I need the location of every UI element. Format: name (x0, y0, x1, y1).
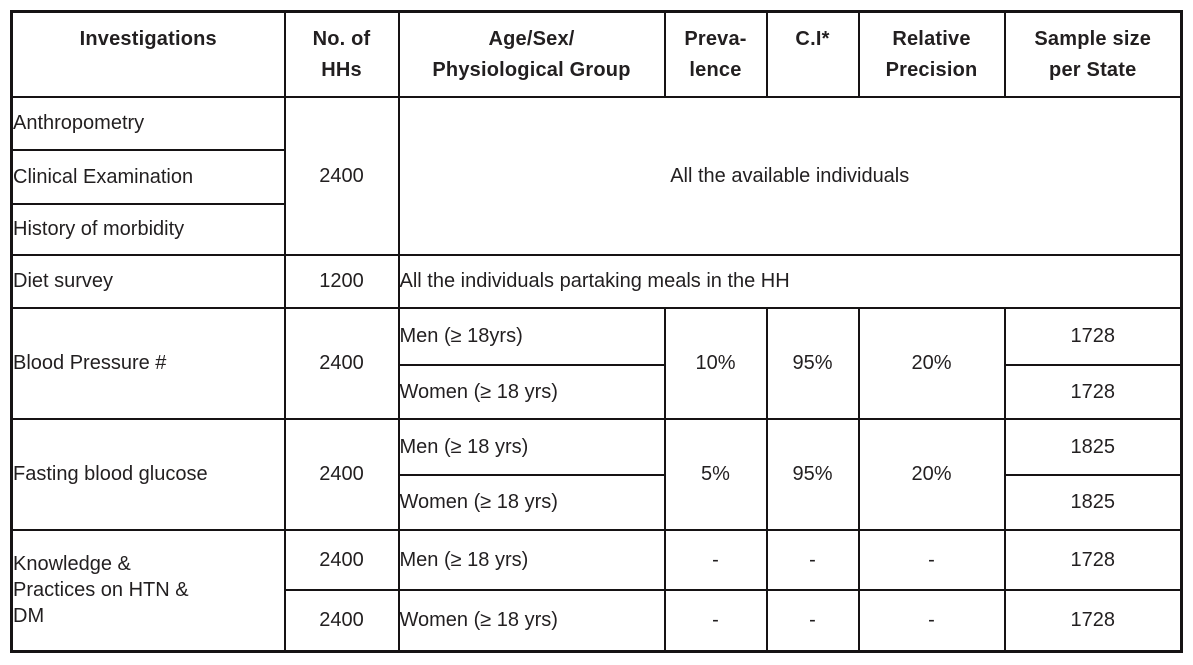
cell-knowledge-prevalence-men: - (663, 528, 768, 591)
col-header-prevalence: Preva- lence (663, 10, 768, 98)
row-anthropometry: Anthropometry 2400 All the available ind… (10, 95, 1183, 256)
cell-blood-pressure-prevalence: 10% (663, 306, 768, 420)
survey-sampling-table: Investigations No. of HHs Age/Sex/ Physi… (10, 10, 1183, 653)
cell-knowledge-ci-men: - (765, 528, 860, 591)
cell-knowledge-relative-precision-men: - (857, 528, 1006, 591)
cell-knowledge-label: Knowledge & Practices on HTN & DM (10, 528, 286, 653)
row-fasting-glucose-men: Fasting blood glucose 2400 Men (≥ 18 yrs… (10, 417, 1183, 531)
row-fasting-glucose-women: Women (≥ 18 yrs) 1825 (12, 473, 1183, 531)
cell-fasting-glucose-sample-women: 1825 (1003, 473, 1183, 531)
col-header-age-sex-group: Age/Sex/ Physiological Group (397, 10, 666, 98)
row-knowledge-men: Knowledge & Practices on HTN & DM 2400 M… (10, 528, 1183, 653)
cell-fasting-glucose-hhs: 2400 (283, 417, 400, 531)
cell-knowledge-prevalence-women: - (663, 588, 768, 653)
cell-knowledge-sample-men: 1728 (1003, 528, 1183, 591)
header-label: Investigations (79, 28, 217, 50)
cell-fasting-glucose-label: Fasting blood glucose (10, 417, 286, 531)
row-blood-pressure-men: Blood Pressure # 2400 Men (≥ 18yrs) 10% … (10, 306, 1183, 420)
cell-knowledge-relative-precision-women: - (857, 588, 1006, 653)
cell-anthro-group-hhs: 2400 (283, 95, 400, 256)
cell-diet-survey-label: Diet survey (10, 253, 286, 309)
cell-blood-pressure-hhs: 2400 (283, 306, 400, 420)
col-header-relative-precision: Relative Precision (857, 10, 1006, 98)
col-header-sample-size: Sample size per State (1003, 10, 1183, 98)
row-blood-pressure-women: Women (≥ 18 yrs) 1728 (12, 363, 1183, 420)
cell-knowledge-hhs-women: 2400 (283, 588, 400, 653)
cell-knowledge-hhs-men: 2400 (283, 528, 400, 591)
cell-anthro-group-note: All the available individuals (397, 95, 1183, 256)
cell-clinical-examination-label: Clinical Examination (10, 148, 286, 205)
cell-blood-pressure-relative-precision: 20% (857, 306, 1006, 420)
cell-anthropometry-label: Anthropometry (10, 95, 286, 151)
cell-blood-pressure-label: Blood Pressure # (10, 306, 286, 420)
cell-blood-pressure-sample-women: 1728 (1003, 363, 1183, 420)
row-clinical-examination: Clinical Examination (10, 148, 1182, 205)
cell-blood-pressure-men-group: Men (≥ 18yrs) (397, 306, 666, 366)
cell-fasting-glucose-prevalence: 5% (663, 417, 768, 531)
col-header-investigations: Investigations (10, 10, 286, 98)
cell-blood-pressure-ci: 95% (765, 306, 860, 420)
cell-fasting-glucose-women-group: Women (≥ 18 yrs) (397, 473, 666, 531)
cell-diet-survey-hhs: 1200 (283, 253, 400, 309)
cell-fasting-glucose-sample-men: 1825 (1003, 417, 1183, 476)
cell-blood-pressure-women-group: Women (≥ 18 yrs) (397, 363, 666, 420)
header-row: Investigations No. of HHs Age/Sex/ Physi… (10, 10, 1183, 98)
cell-blood-pressure-sample-men: 1728 (1003, 306, 1183, 366)
row-knowledge-women: 2400 Women (≥ 18 yrs) - - - 1728 (12, 588, 1183, 653)
cell-knowledge-women-group: Women (≥ 18 yrs) (397, 588, 666, 653)
cell-knowledge-men-group: Men (≥ 18 yrs) (397, 528, 666, 591)
cell-knowledge-ci-women: - (765, 588, 860, 653)
cell-fasting-glucose-ci: 95% (765, 417, 860, 531)
cell-history-of-morbidity-label: History of morbidity (10, 202, 286, 256)
cell-diet-survey-note: All the individuals partaking meals in t… (397, 253, 1183, 309)
cell-fasting-glucose-men-group: Men (≥ 18 yrs) (397, 417, 666, 476)
row-history-of-morbidity: History of morbidity (10, 202, 1182, 256)
row-diet-survey: Diet survey 1200 All the individuals par… (10, 253, 1183, 309)
col-header-no-of-hhs: No. of HHs (283, 10, 400, 98)
cell-knowledge-sample-women: 1728 (1003, 588, 1183, 653)
col-header-ci: C.I* (765, 10, 860, 98)
cell-fasting-glucose-relative-precision: 20% (857, 417, 1006, 531)
